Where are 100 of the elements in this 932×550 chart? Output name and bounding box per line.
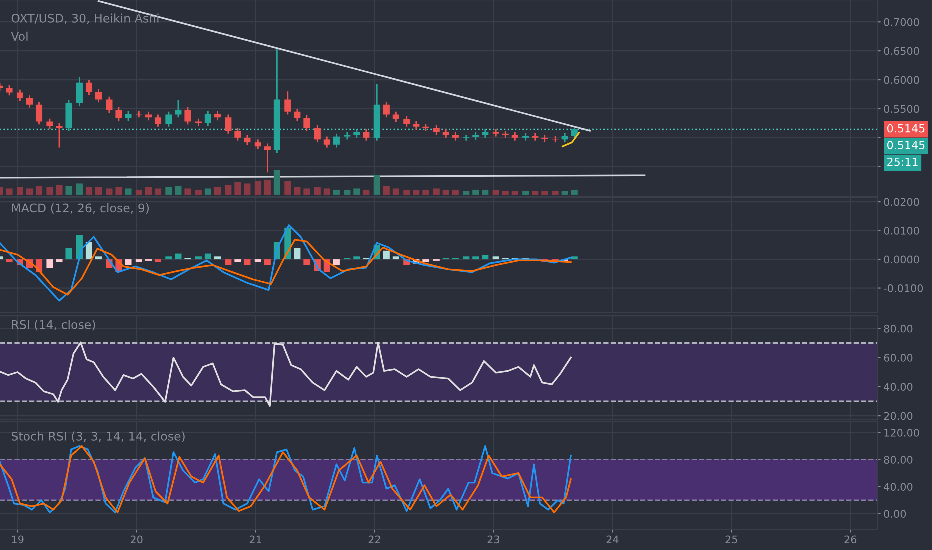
x-tick-label: 22 [368,536,380,544]
bar [95,187,102,195]
bar [234,260,242,262]
bar [442,190,450,195]
bar [392,188,400,195]
bar [422,260,430,262]
bar [482,190,489,195]
bar [175,254,182,260]
bar [363,190,370,195]
bar [66,248,72,260]
bar [314,187,321,195]
y-tick-label: 0.0100 [884,227,920,235]
bar [264,260,271,266]
bar [562,191,568,195]
bar [6,260,13,262]
bar [383,250,390,260]
bar [66,186,72,195]
bar [284,181,292,195]
bar [254,260,262,262]
text: OXT/USD, 30, Heikin Ashi [12,14,159,24]
bar [552,191,559,195]
candlestick [125,110,132,122]
bar [125,188,132,195]
bar [463,191,470,195]
candlestick [95,88,102,104]
line-series [0,239,572,296]
bar [106,188,113,195]
candlestick [244,134,251,146]
bar [204,188,212,195]
bar [95,256,102,260]
candlestick [433,124,440,136]
candlestick [383,101,390,118]
bar [472,190,480,195]
text: 0.5145 [888,141,925,150]
bar [184,188,192,195]
bar [56,260,63,262]
bar [234,182,242,195]
candlestick [16,89,24,102]
bar [204,254,212,260]
bar [374,174,380,195]
y-tick-label: 120.00 [884,429,920,437]
bar [304,188,310,195]
bar [354,188,360,195]
candlestick [36,101,43,126]
candlestick [46,118,54,130]
bar [6,188,13,195]
bar [154,188,162,195]
candlestick [175,100,182,118]
bar [522,191,530,195]
bar [344,190,351,195]
bar [333,190,340,195]
y-tick-label: 80.00 [884,456,913,464]
bar [214,256,221,260]
candlestick [234,127,242,142]
candlestick [116,106,122,122]
line-series [0,224,572,302]
bar [145,187,152,195]
x-tick-label: 25 [726,536,738,544]
bar [571,256,578,260]
bar [264,180,271,195]
bar [125,260,132,266]
candlestick [284,90,292,116]
y-tick-label: 0.0000 [884,256,920,264]
chart-title: Vol [11,32,28,42]
candlestick [562,132,568,144]
y-tick-label: 20.00 [884,412,913,420]
bar [225,260,232,266]
candlestick [324,136,330,148]
bar [294,187,301,195]
bar [26,188,34,195]
bar [383,186,390,195]
bar [86,242,92,260]
bar [166,256,172,260]
bar [463,256,470,260]
bar [492,256,500,260]
candlestick [184,106,192,126]
bar [195,256,202,260]
bar [136,190,142,195]
bar [512,191,518,195]
bar [86,187,92,195]
bar [422,190,430,195]
bar [36,186,43,195]
bar [46,260,54,268]
line-series [0,342,572,407]
bar [175,186,182,195]
bar [214,187,221,195]
candlestick [294,108,301,122]
chart-title: RSI (14, close) [12,320,96,331]
bar [532,191,539,195]
candlestick [106,96,113,114]
y-tick-label: 0.6000 [884,76,920,84]
y-tick-label: -0.0100 [884,284,924,292]
bar [16,187,24,195]
candlestick [404,116,410,128]
x-tick-label: 21 [250,536,262,544]
candlestick [264,143,271,174]
bar [244,260,251,266]
bar [195,190,202,195]
y-tick-label: 60.00 [884,354,913,362]
candlestick [571,126,578,140]
